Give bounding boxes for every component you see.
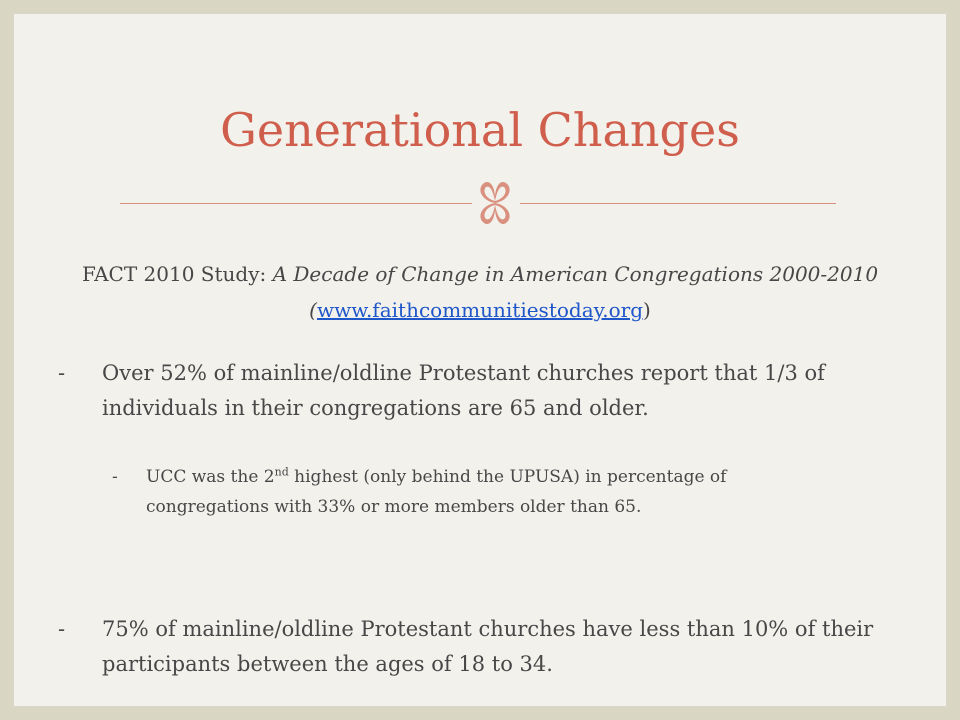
citation-prefix: FACT 2010 Study: [81, 262, 273, 286]
bullet-text: 75% of mainline/oldline Protestant churc… [102, 617, 874, 676]
sub-bullet-text-end: highest (only behind the UPUSA) in perce… [146, 467, 727, 517]
bullet-item: - Over 52% of mainline/oldline Protestan… [58, 356, 858, 426]
ordinal-superscript: nd [274, 465, 289, 479]
bullet-dash: - [58, 617, 66, 641]
slide: Generational Changes FACT 2010 Study: A … [14, 14, 946, 706]
study-title: A Decade of Change in American Congregat… [272, 262, 879, 286]
four-petal-flourish-icon [480, 181, 510, 225]
bullet-text: Over 52% of mainline/oldline Protestant … [102, 361, 825, 420]
slide-title: Generational Changes [220, 103, 740, 157]
bullet-dash: - [58, 361, 66, 385]
study-citation: FACT 2010 Study: A Decade of Change in A… [54, 256, 906, 328]
bullet-item: - 75% of mainline/oldline Protestant chu… [58, 612, 906, 682]
title-divider-right [520, 203, 836, 204]
faith-communities-link[interactable]: www.faithcommunitiestoday.org [316, 298, 644, 322]
sub-bullet-text: UCC was the 2nd highest (only behind the… [112, 462, 832, 522]
citation-close-paren: ) [643, 298, 651, 322]
citation-open-paren: ( [309, 298, 317, 322]
sub-bullet-text-start: UCC was the 2 [146, 467, 275, 487]
sub-bullet-item: - UCC was the 2nd highest (only behind t… [112, 462, 832, 522]
bullet-dash: - [112, 467, 118, 487]
title-divider-left [120, 203, 472, 204]
